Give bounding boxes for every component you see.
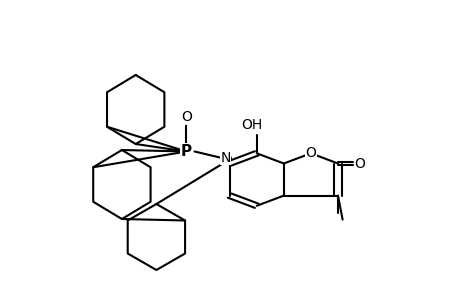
Text: P: P — [180, 144, 191, 159]
Text: O: O — [354, 157, 364, 170]
Text: N: N — [220, 151, 230, 164]
Text: O: O — [180, 110, 191, 124]
Text: OH: OH — [241, 118, 262, 132]
Text: O: O — [305, 146, 316, 160]
